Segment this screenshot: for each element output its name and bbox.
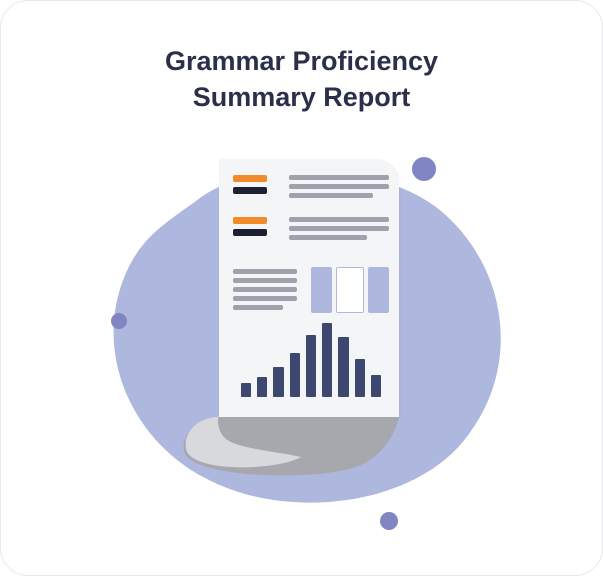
report-card: Grammar Proficiency Summary Report [0, 0, 603, 576]
bar [355, 359, 365, 397]
accent-dot [111, 313, 127, 329]
bar [241, 383, 251, 397]
box [368, 267, 389, 313]
page-curl-icon [181, 411, 406, 481]
report-text-line [233, 269, 297, 274]
title-line-2: Summary Report [193, 82, 411, 112]
report-text-line [289, 184, 389, 189]
card-title: Grammar Proficiency Summary Report [1, 1, 602, 116]
illustration [1, 131, 602, 575]
report-text-line [289, 235, 367, 240]
box [336, 267, 363, 313]
report-sheet-icon [219, 159, 399, 417]
report-text-line [233, 287, 297, 292]
title-line-1: Grammar Proficiency [165, 46, 438, 76]
report-text-line [289, 193, 373, 198]
report-text-line [233, 305, 283, 310]
bar [338, 337, 348, 397]
report-text-line [289, 175, 389, 180]
report-text-line [289, 226, 389, 231]
report-accent-line [233, 175, 267, 182]
report-accent-line [233, 187, 267, 194]
accent-dot [380, 512, 398, 530]
bar [273, 367, 283, 397]
bar [257, 377, 267, 397]
report-boxes-icon [311, 267, 389, 313]
report-text-line [233, 296, 297, 301]
bar [290, 353, 300, 397]
bar [322, 323, 332, 397]
accent-dot [412, 157, 436, 181]
report-bar-chart-icon [241, 319, 381, 397]
report-text-line [289, 217, 389, 222]
report-text-line [233, 278, 297, 283]
box [311, 267, 332, 313]
report-accent-line [233, 229, 267, 236]
bar [306, 335, 316, 397]
report-accent-line [233, 217, 267, 224]
bar [371, 375, 381, 397]
